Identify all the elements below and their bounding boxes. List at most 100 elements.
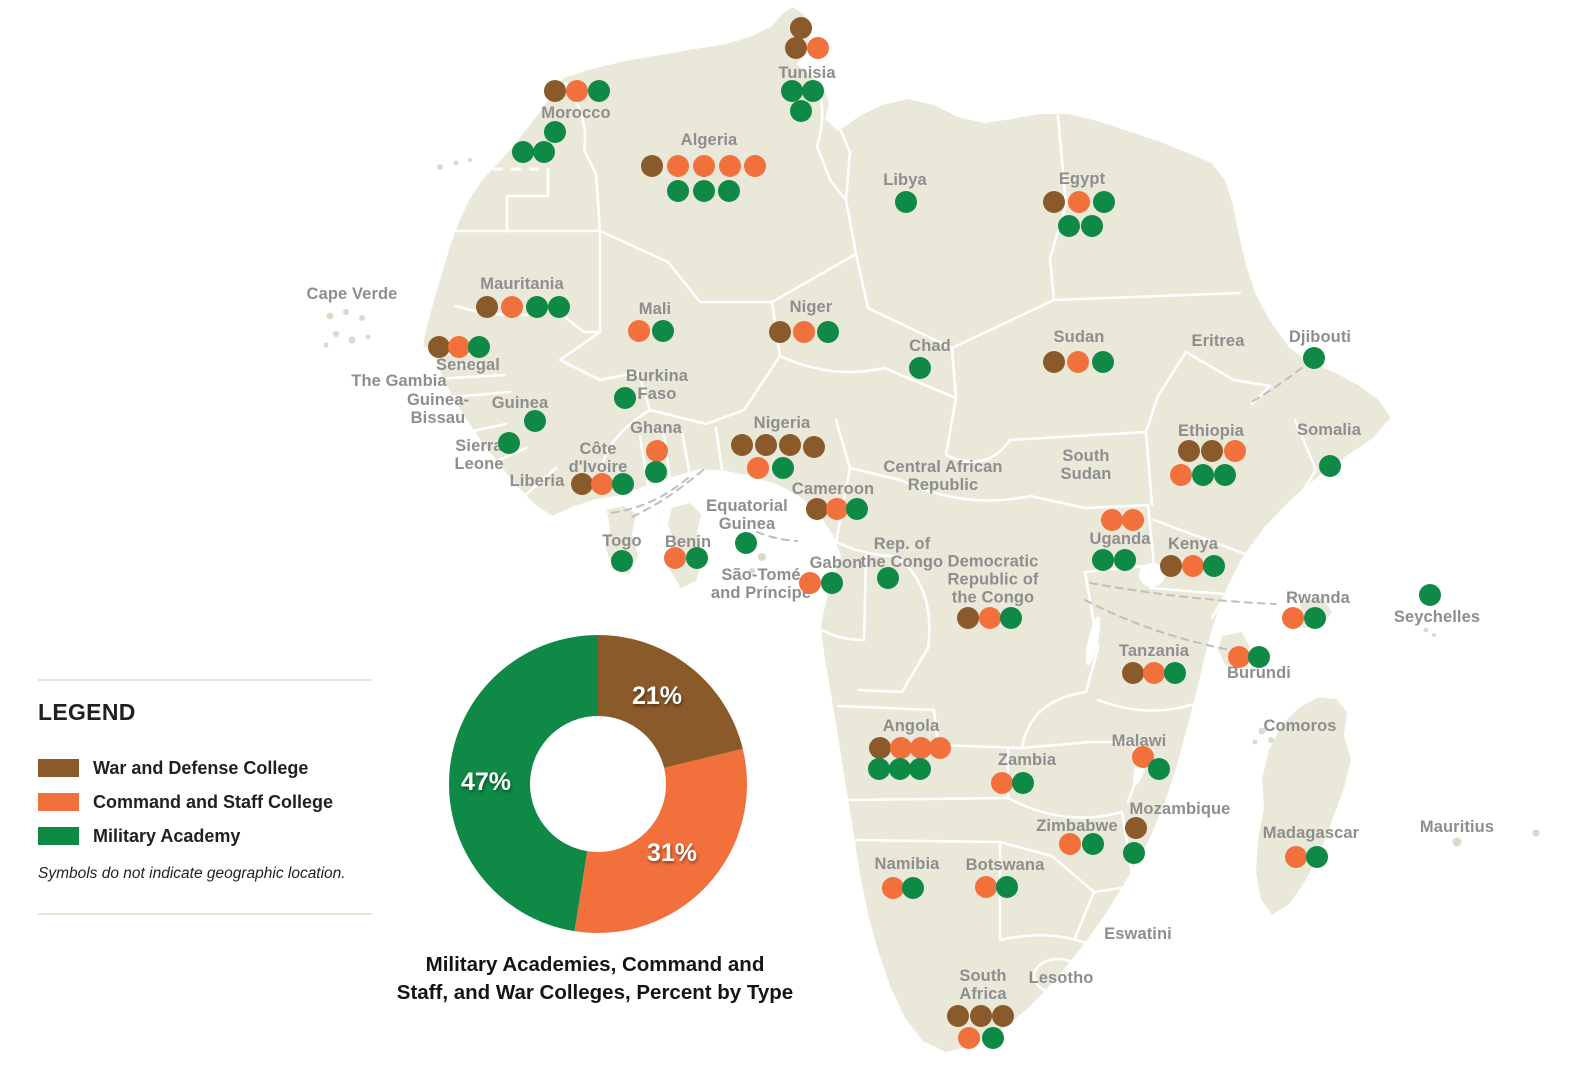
country-label-equatorial-guinea: Equatorial Guinea xyxy=(706,497,788,533)
military-academy-dot xyxy=(544,121,566,143)
military-academy-dot xyxy=(1123,842,1145,864)
military-academy-dot xyxy=(693,180,715,202)
military-academy-dot xyxy=(1081,215,1103,237)
war-college-dot xyxy=(641,155,663,177)
country-label-algeria: Algeria xyxy=(680,131,738,150)
war-college-dot xyxy=(790,17,812,39)
command-staff-college-dot xyxy=(975,876,997,898)
military-academy-dot xyxy=(1093,191,1115,213)
military-academy-dot xyxy=(718,180,740,202)
military-academy-dot xyxy=(645,461,667,483)
country-label-djibouti: Djibouti xyxy=(1288,328,1352,347)
command-staff-college-dot xyxy=(991,772,1013,794)
military-academy-dot xyxy=(533,141,555,163)
military-academy-dot xyxy=(877,567,899,589)
war-college-dot xyxy=(1043,191,1065,213)
chart-title-line1: Military Academies, Command and xyxy=(425,953,765,976)
command-staff-college-dot xyxy=(1285,846,1307,868)
donut-slice-command xyxy=(574,748,747,933)
war-college-dot xyxy=(731,434,753,456)
command-staff-college-dot xyxy=(1067,351,1089,373)
military-academy-dot xyxy=(611,550,633,572)
country-label-ethiopia: Ethiopia xyxy=(1178,422,1244,441)
command-staff-college-dot xyxy=(1143,662,1165,684)
military-academy-dot xyxy=(1419,584,1441,606)
war-college-dot xyxy=(992,1005,1014,1027)
country-label-comoros: Comoros xyxy=(1263,717,1337,736)
war-college-dot xyxy=(1125,817,1147,839)
country-label-egypt: Egypt xyxy=(1058,170,1106,189)
military-academy-dot xyxy=(614,387,636,409)
war-college-dot xyxy=(1201,440,1223,462)
country-label-south-sudan: South Sudan xyxy=(1060,447,1112,483)
command-staff-college-dot xyxy=(910,737,932,759)
military-academy-dot xyxy=(790,100,812,122)
command-staff-college-dot xyxy=(882,877,904,899)
country-label-nigeria: Nigeria xyxy=(753,414,811,433)
military-academy-dot xyxy=(652,320,674,342)
military-academy-dot xyxy=(982,1027,1004,1049)
country-label-cote-divoire: Côte d'Ivoire xyxy=(568,440,628,476)
donut-slice-percentage-label: 21% xyxy=(632,682,682,710)
command-staff-college-dot xyxy=(979,607,1001,629)
country-label-burkina-faso: Burkina Faso xyxy=(625,367,689,403)
military-academy-dot xyxy=(802,80,824,102)
war-college-dot xyxy=(806,498,828,520)
military-academy-dot xyxy=(772,457,794,479)
war-college-dot xyxy=(769,321,791,343)
africa-continent-shape xyxy=(420,4,1394,1055)
military-academy-dot xyxy=(1082,833,1104,855)
country-label-dr-congo: Democratic Republic of the Congo xyxy=(947,552,1039,606)
war-college-dot xyxy=(947,1005,969,1027)
command-staff-college-dot xyxy=(591,473,613,495)
legend: LEGEND War and Defense College Command a… xyxy=(38,679,372,915)
military-academy-dot xyxy=(1058,215,1080,237)
military-academy-dot xyxy=(1203,555,1225,577)
war-college-dot xyxy=(970,1005,992,1027)
military-academy-dot xyxy=(1092,549,1114,571)
command-staff-college-dot xyxy=(744,155,766,177)
command-staff-college-dot xyxy=(1182,555,1204,577)
country-label-chad: Chad xyxy=(909,337,951,356)
country-label-kenya: Kenya xyxy=(1167,535,1219,554)
military-academy-dot xyxy=(1319,455,1341,477)
country-label-south-africa: South Africa xyxy=(959,967,1007,1003)
command-staff-college-dot xyxy=(719,155,741,177)
military-academy-dot xyxy=(524,410,546,432)
country-label-cameroon: Cameroon xyxy=(791,480,875,499)
military-academy-dot xyxy=(526,296,548,318)
legend-item-military-academy: Military Academy xyxy=(38,819,372,853)
country-label-malawi: Malawi xyxy=(1111,732,1167,751)
country-borders xyxy=(424,56,1318,995)
country-label-eritrea: Eritrea xyxy=(1191,332,1245,351)
war-college-dot xyxy=(1160,555,1182,577)
war-college-dot xyxy=(1178,440,1200,462)
country-label-uganda: Uganda xyxy=(1089,530,1151,549)
war-college-dot xyxy=(869,737,891,759)
command-staff-college-dot xyxy=(1170,464,1192,486)
military-academy-dot xyxy=(512,141,534,163)
war-college-dot xyxy=(571,473,593,495)
legend-item-label: Military Academy xyxy=(93,825,241,846)
command-staff-college-dot xyxy=(1228,646,1250,668)
military-academy-dot xyxy=(817,321,839,343)
military-academy-dot xyxy=(1000,607,1022,629)
command-staff-college-dot xyxy=(958,1027,980,1049)
military-academy-dot xyxy=(1164,662,1186,684)
country-label-the-gambia: The Gambia xyxy=(351,372,447,391)
country-label-somalia: Somalia xyxy=(1297,421,1361,440)
command-staff-college-dot xyxy=(501,296,523,318)
command-staff-college-dot xyxy=(667,155,689,177)
military-academy-dot xyxy=(548,296,570,318)
country-label-zambia: Zambia xyxy=(997,751,1057,770)
donut-slice-war xyxy=(598,635,743,768)
command-staff-college-dot xyxy=(646,440,668,462)
war-college-dot xyxy=(755,434,777,456)
military-academy-dot xyxy=(588,80,610,102)
country-label-namibia: Namibia xyxy=(874,855,940,874)
war-college-dot xyxy=(1043,351,1065,373)
country-label-lesotho: Lesotho xyxy=(1028,969,1094,988)
donut-slice-academy xyxy=(448,635,598,932)
